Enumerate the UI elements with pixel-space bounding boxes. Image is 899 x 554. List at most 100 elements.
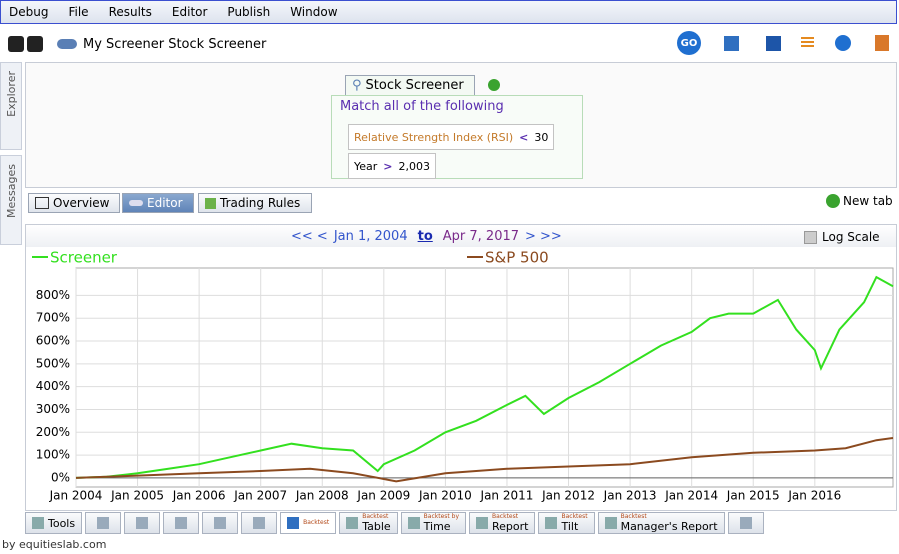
rule-heading: Match all of the following bbox=[340, 99, 504, 114]
range-to[interactable]: to bbox=[417, 229, 433, 244]
range-start[interactable]: Jan 1, 2004 bbox=[333, 229, 408, 244]
help-button[interactable] bbox=[835, 35, 851, 51]
save-button[interactable] bbox=[766, 36, 781, 51]
rule-field: Year bbox=[354, 159, 378, 173]
icon-tab[interactable] bbox=[124, 512, 161, 534]
x-tick-label: Jan 2005 bbox=[110, 489, 164, 503]
y-tick-label: 500% bbox=[36, 356, 70, 370]
y-tick-label: 200% bbox=[36, 425, 70, 439]
rule-operator: < bbox=[519, 130, 529, 144]
home-button[interactable] bbox=[27, 36, 43, 52]
bottom-tab[interactable]: Backtest Table bbox=[339, 512, 398, 534]
add-screener[interactable] bbox=[488, 79, 500, 91]
rule-box: Match all of the following Relative Stre… bbox=[331, 95, 583, 179]
log-scale-label: Log Scale bbox=[822, 230, 880, 244]
new-tab-label: New tab bbox=[843, 194, 893, 208]
tab-sub-label: Backtest bbox=[620, 512, 647, 520]
x-tick-label: Jan 2004 bbox=[49, 489, 103, 503]
x-tick-label: Jan 2012 bbox=[541, 489, 595, 503]
chart: 0% 100% 200% 300% 400% 500% 600% 700% 800% Jan 20… bbox=[32, 249, 894, 503]
list-button[interactable] bbox=[801, 37, 814, 49]
explorer-label: Explorer bbox=[5, 71, 18, 117]
y-tick-label: 0% bbox=[51, 470, 70, 484]
tab-label: Report bbox=[492, 519, 529, 533]
menu-item[interactable]: Editor bbox=[171, 5, 208, 19]
menu-item[interactable]: Results bbox=[108, 5, 152, 19]
tab-label: Editor bbox=[147, 196, 183, 210]
menu-item[interactable]: Window bbox=[290, 5, 338, 19]
x-tick-label: Jan 2015 bbox=[726, 489, 780, 503]
chart-button[interactable] bbox=[724, 36, 739, 51]
bottom-tabs: Tools Backtest Backtest Table Backtest by Tim… bbox=[25, 512, 897, 534]
icon bbox=[175, 517, 188, 529]
bottom-tab[interactable]: Backtest Report bbox=[469, 512, 536, 534]
overview-tab[interactable]: Overview bbox=[28, 193, 120, 213]
rule-field: Relative Strength Index (RSI) bbox=[354, 130, 514, 144]
rule[interactable]: Relative Strength Index (RSI) <30 bbox=[348, 124, 555, 150]
x-tick-label: Jan 2006 bbox=[172, 489, 226, 503]
go-button[interactable]: GO bbox=[677, 31, 701, 55]
menu-item[interactable]: File bbox=[68, 5, 89, 19]
tab-text: Tools bbox=[48, 517, 75, 530]
tab-icon bbox=[407, 517, 420, 529]
messages-label: Messages bbox=[5, 164, 18, 218]
messages-tab[interactable]: Messages bbox=[0, 155, 22, 245]
tab-text: Backtest by Time bbox=[423, 512, 460, 533]
footer: by equitieslab.com bbox=[2, 538, 107, 551]
screener-tab[interactable]: ⚲ Stock Screener bbox=[345, 75, 475, 95]
y-tick-label: 800% bbox=[36, 288, 70, 302]
toolbar-title: My Screener Stock Screener bbox=[83, 36, 267, 52]
menu-item[interactable]: Debug bbox=[9, 5, 49, 19]
y-tick-label: 100% bbox=[36, 448, 70, 462]
range-prev[interactable]: << < bbox=[291, 229, 328, 244]
tab-icon bbox=[604, 517, 617, 529]
rule-operator: > bbox=[383, 159, 393, 173]
line bbox=[75, 275, 894, 479]
icon-tab[interactable] bbox=[241, 512, 278, 534]
tab-text: Backtest Tilt bbox=[561, 513, 587, 533]
tab-label: Overview bbox=[53, 196, 110, 210]
new-tab-button[interactable]: New tab bbox=[826, 194, 893, 208]
range-next[interactable]: > >> bbox=[525, 229, 562, 244]
icon-tab[interactable] bbox=[163, 512, 200, 534]
trading-rules-tab[interactable]: Trading Rules bbox=[198, 193, 312, 213]
icon-tab[interactable] bbox=[202, 512, 239, 534]
tab-sub-label: Backtest by bbox=[423, 512, 460, 520]
exit-button[interactable] bbox=[875, 35, 889, 51]
x-tick-label: Jan 2007 bbox=[233, 489, 287, 503]
x-tick-label: Jan 2013 bbox=[603, 489, 657, 503]
bottom-tab[interactable]: Tools bbox=[25, 512, 83, 534]
range-end[interactable]: Apr 7, 2017 bbox=[442, 229, 520, 244]
tab-sub-label: Backtest bbox=[303, 519, 330, 526]
tab-label: Time bbox=[423, 519, 451, 533]
icon bbox=[136, 517, 149, 529]
screener-panel: ⚲ Stock Screener Match all of the followi… bbox=[25, 62, 897, 188]
explorer-tab[interactable]: Explorer bbox=[0, 62, 22, 150]
toolbar: My Screener Stock Screener GO bbox=[0, 28, 899, 60]
menu-item[interactable]: Publish bbox=[227, 5, 271, 19]
icon-tab[interactable] bbox=[727, 512, 764, 534]
icon bbox=[97, 517, 110, 529]
tab-icon bbox=[287, 517, 300, 529]
tab-icon bbox=[32, 517, 44, 529]
line bbox=[75, 437, 894, 483]
bottom-tab[interactable]: Backtest bbox=[280, 512, 337, 534]
editor-tab[interactable]: Editor bbox=[122, 193, 194, 213]
rule-value: 30 bbox=[534, 130, 549, 144]
log-scale-toggle[interactable]: Log Scale bbox=[804, 230, 880, 244]
icon-tab[interactable] bbox=[85, 512, 122, 534]
tab-text: Backtest Manager's Report bbox=[620, 512, 718, 533]
icon bbox=[253, 517, 266, 529]
bottom-tab[interactable]: Backtest by Time bbox=[400, 512, 467, 534]
tab-label: Tools bbox=[48, 516, 76, 530]
rule[interactable]: Year >2,003 bbox=[348, 153, 437, 179]
icon bbox=[214, 517, 227, 529]
tab-icon bbox=[545, 517, 558, 529]
back-button[interactable] bbox=[8, 36, 24, 52]
screener-icon bbox=[57, 39, 77, 49]
bottom-tab[interactable]: Backtest Manager's Report bbox=[597, 512, 725, 534]
screener-tab-label: Stock Screener bbox=[365, 78, 464, 93]
x-tick-label: Jan 2016 bbox=[787, 489, 841, 503]
bottom-tab[interactable]: Backtest Tilt bbox=[538, 512, 595, 534]
